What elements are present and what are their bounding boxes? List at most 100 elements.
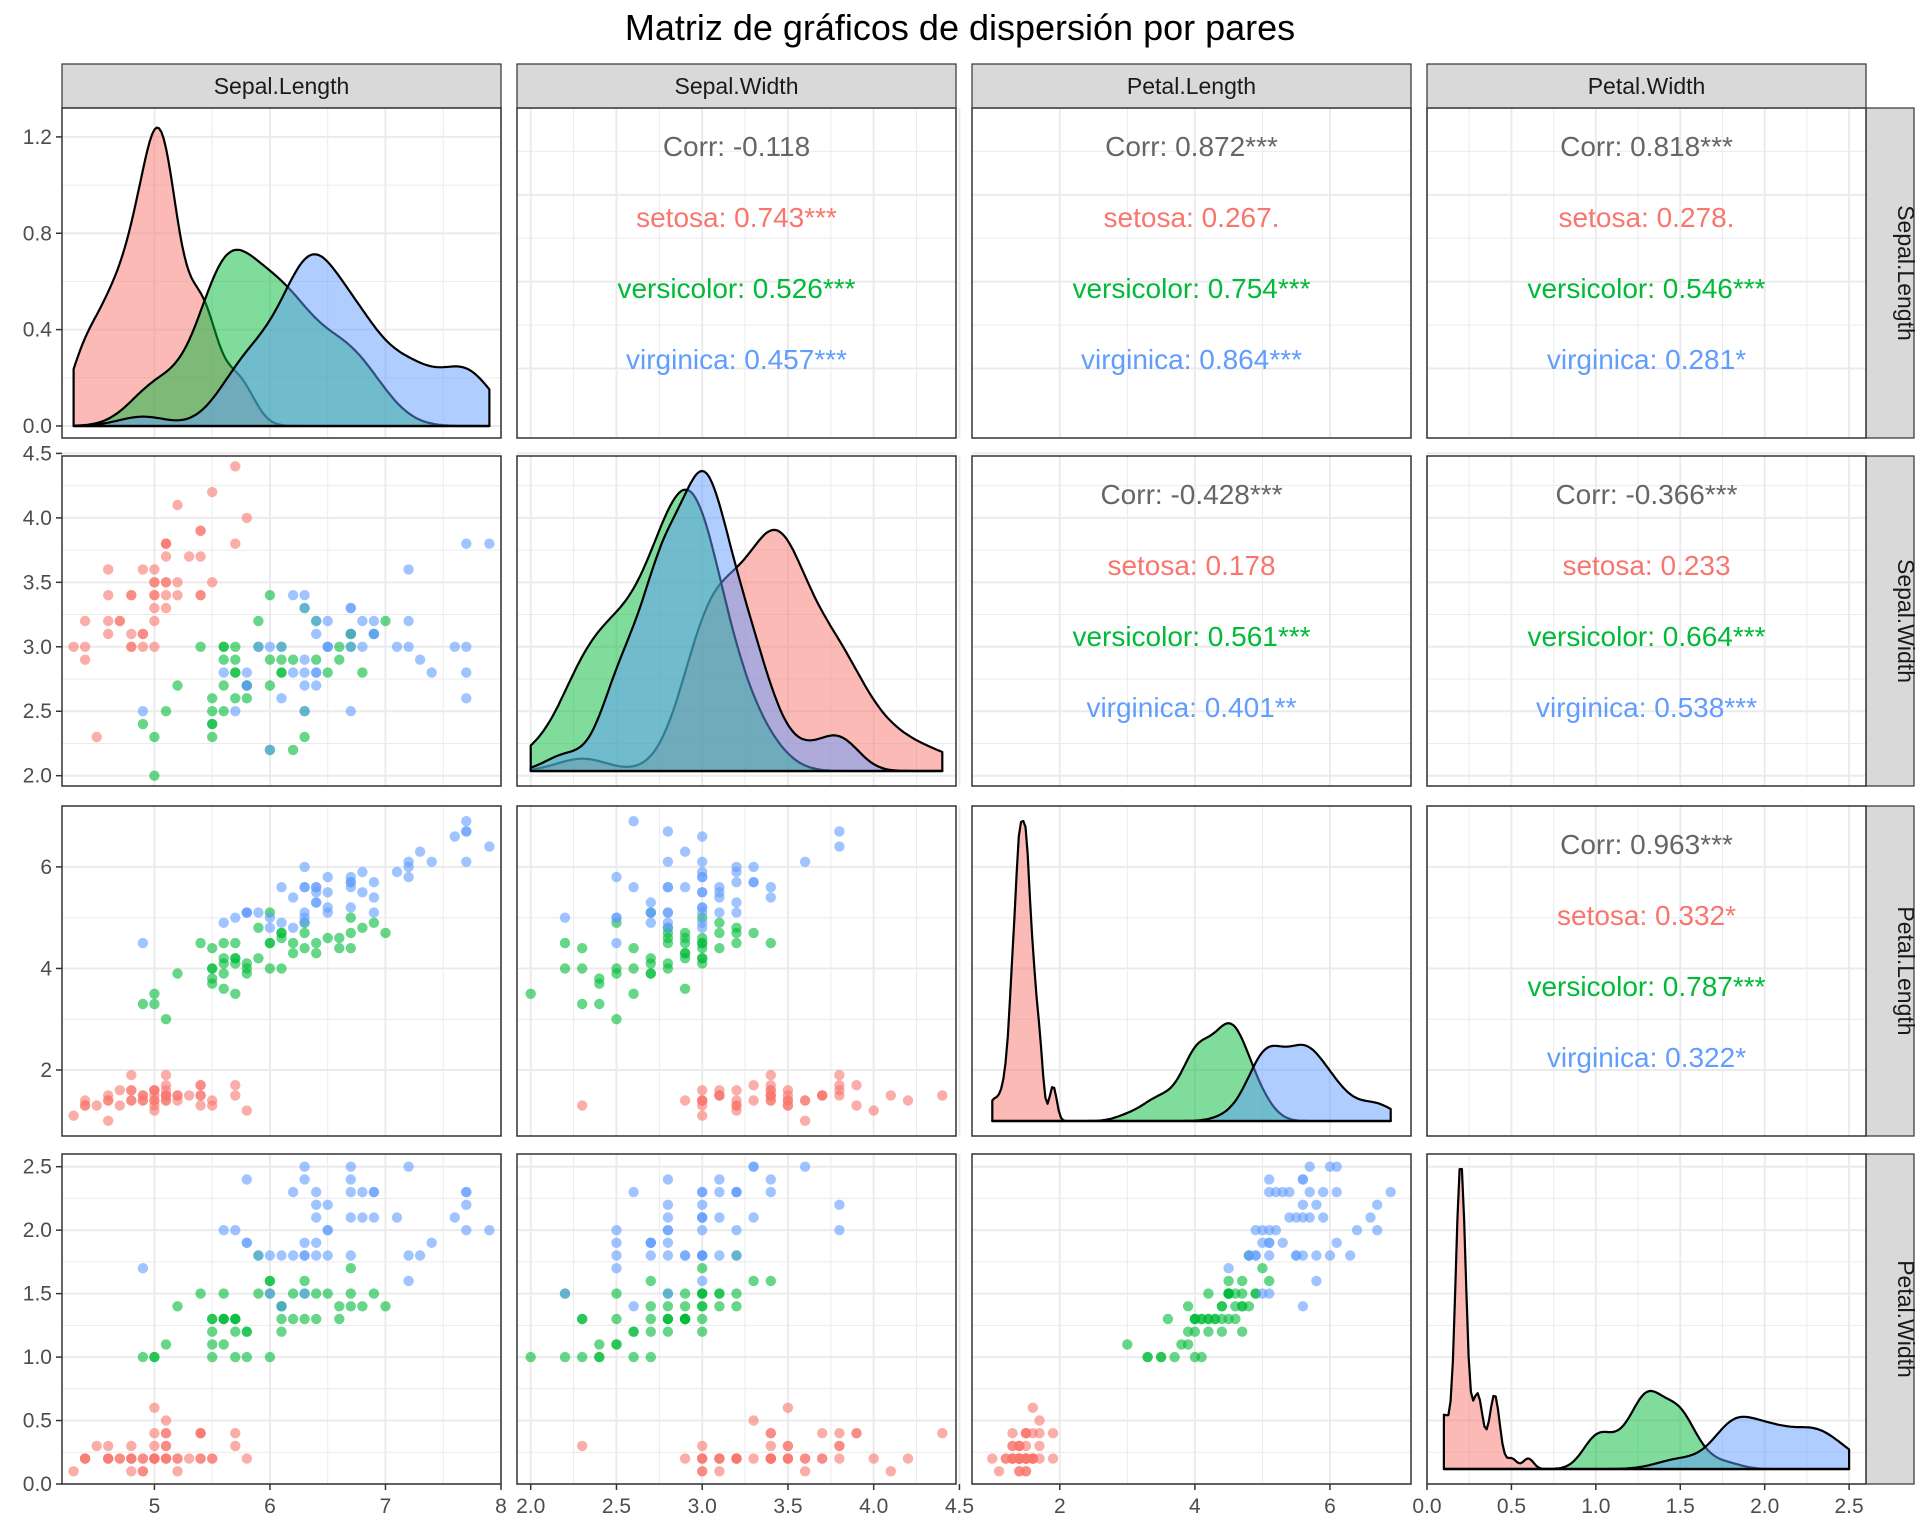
scatter-point-versicolor [311,948,322,959]
scatter-point-versicolor [679,927,691,939]
scatter-point-virginica [322,1199,333,1211]
scatter-point-virginica [241,1174,252,1185]
scatter-point-setosa [782,1440,794,1452]
scatter-point-setosa [817,1453,828,1464]
scatter-point-setosa [937,1428,948,1439]
scatter-point-setosa [103,564,114,575]
scatter-point-virginica [264,1250,276,1261]
density-curve-virginica [529,469,944,773]
scatter-point-setosa [782,1085,794,1096]
scatter-point-setosa [137,1095,149,1106]
scatter-point-virginica [628,1186,639,1198]
scatter-point-setosa [902,1453,914,1464]
scatter-point-setosa [714,1453,725,1464]
scatter-point-versicolor [218,983,229,994]
scatter-point-setosa [149,641,160,652]
scatter-point-setosa [172,1090,183,1101]
y-tick-label: 4.0 [23,507,52,530]
scatter-point-setosa [137,1453,149,1464]
scatter-point-versicolor [195,1288,206,1299]
scatter-point-virginica [1311,1199,1322,1211]
scatter-point-versicolor [241,1351,252,1363]
scatter-point-virginica [834,1199,845,1211]
scatter-point-versicolor [253,953,264,964]
scatter-point-virginica [611,1263,622,1274]
scatter-point-versicolor [594,978,605,989]
scatter-point-virginica [748,1212,759,1223]
scatter-point-setosa [79,1100,91,1111]
correlation-versicolor-label: versicolor: 0.664*** [1527,621,1765,652]
scatter-point-setosa [834,1069,845,1081]
scatter-point-virginica [1331,1161,1342,1172]
y-tick-label: 0.0 [23,1473,52,1496]
scatter-point-versicolor [577,1313,588,1325]
scatter-point-virginica [403,564,414,575]
scatter-point-virginica [611,1237,622,1249]
x-tick-label: 2.5 [602,1495,631,1518]
panel-petal-width-vs-petal-length: 2 4 6 [971,1153,1412,1518]
scatter-point-setosa [149,1440,160,1452]
scatter-point-virginica [461,1186,472,1198]
scatter-point-virginica [799,1161,811,1172]
scatter-point-versicolor [218,968,229,979]
panel-background [972,108,1411,438]
scatter-point-versicolor [345,927,356,939]
scatter-point-virginica [697,1186,708,1198]
scatter-point-setosa [207,1453,218,1464]
scatter-point-virginica [1345,1250,1356,1261]
scatter-point-virginica [299,861,310,873]
scatter-point-versicolor [149,731,160,743]
scatter-point-versicolor [714,917,725,928]
scatter-point-versicolor [218,937,229,949]
scatter-point-virginica [1304,1186,1315,1198]
scatter-point-versicolor [662,1326,674,1337]
scatter-point-virginica [414,1250,426,1261]
panel-border [61,107,502,439]
scatter-point-virginica [311,628,322,640]
scatter-point-setosa [230,538,241,549]
scatter-point-setosa [68,1110,79,1121]
scatter-point-virginica [731,907,742,918]
scatter-point-versicolor [697,1313,708,1325]
scatter-point-virginica [697,907,708,918]
scatter-point-virginica [731,866,742,878]
scatter-point-setosa [149,1428,160,1439]
scatter-point-virginica [322,615,333,627]
scatter-point-virginica [137,937,149,949]
scatter-series-virginica [559,1161,845,1312]
scatter-point-virginica [1250,1225,1261,1236]
scatter-point-versicolor [697,932,708,944]
correlation-virginica-label: virginica: 0.322* [1547,1042,1746,1073]
scatter-point-versicolor [160,1014,172,1025]
scatter-point-setosa [577,1440,588,1452]
scatter-point-versicolor [559,963,571,974]
correlation-virginica-label: virginica: 0.457*** [626,344,847,375]
panel-border [61,1153,502,1485]
scatter-point-virginica [264,1288,276,1299]
scatter-point-setosa [103,1440,114,1452]
column-strip-petal-length: Petal.Length [971,63,1412,109]
scatter-series-versicolor [1122,1250,1275,1363]
scatter-point-setosa [68,1466,79,1477]
scatter-point-setosa [748,1095,759,1106]
scatter-point-virginica [1284,1186,1295,1198]
scatter-point-setosa [160,590,172,601]
scatter-point-virginica [1311,1250,1322,1261]
scatter-point-setosa [731,1085,742,1096]
scatter-point-virginica [461,1199,472,1211]
scatter-point-setosa [91,1100,102,1111]
scatter-point-versicolor [172,968,183,979]
scatter-point-virginica [311,1237,322,1249]
scatter-point-virginica [662,1174,674,1185]
scatter-point-virginica [449,831,460,842]
scatter-point-virginica [714,892,725,903]
scatter-point-virginica [137,706,149,717]
scatter-point-virginica [484,538,495,549]
scatter-point-virginica [1304,1161,1315,1172]
scatter-point-setosa [782,1453,794,1464]
scatter-series-setosa [68,1069,252,1127]
scatter-point-virginica [311,1212,322,1223]
scatter-point-virginica [1297,1301,1309,1312]
scatter-point-versicolor [357,1301,368,1312]
scatter-point-versicolor [137,1351,149,1363]
